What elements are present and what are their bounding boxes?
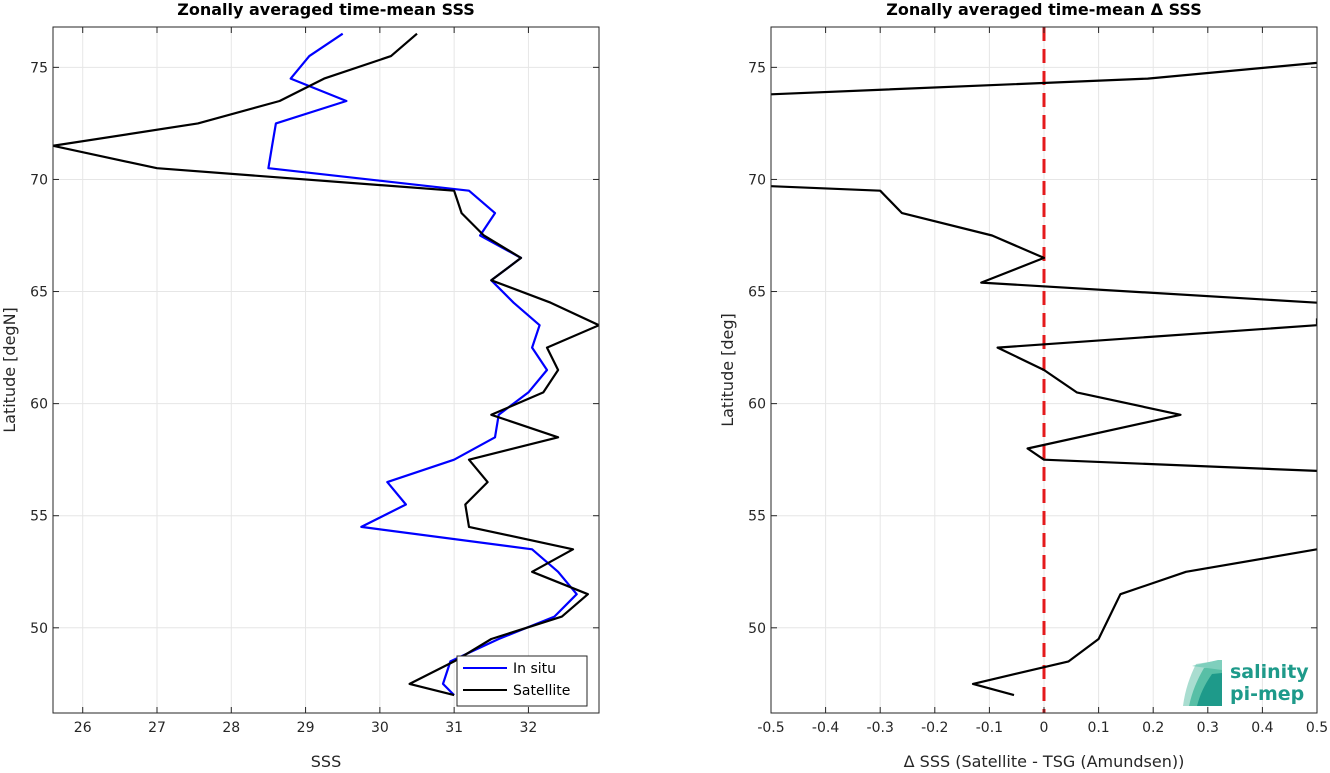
left-x-tick-label: 32 xyxy=(520,720,538,736)
left-chart-title: Zonally averaged time-mean SSS xyxy=(177,0,475,19)
left-y-axis-label: Latitude [degN] xyxy=(0,307,19,433)
salinity-pi-mep-logo: salinity pi-mep xyxy=(1183,660,1309,706)
right-ticks: -0.5 -0.4 -0.3 -0.2 -0.1 0 0.1 0.2 0.3 0.4 0.5 50 55… xyxy=(748,27,1328,736)
right-y-tick-label: 65 xyxy=(748,285,766,301)
right-y-tick-label: 50 xyxy=(748,621,766,637)
left-x-tick-label: 28 xyxy=(222,720,240,736)
left-grid xyxy=(53,27,599,713)
left-axes-frame xyxy=(52,26,600,714)
left-series xyxy=(53,32,599,697)
left-y-tick-label: 75 xyxy=(30,60,48,76)
left-y-tick-label: 55 xyxy=(30,509,48,525)
legend-label-satellite: Satellite xyxy=(513,683,570,699)
right-x-tick-label: 0.5 xyxy=(1306,720,1328,736)
right-y-tick-label: 55 xyxy=(748,509,766,525)
right-x-tick-label: 0.2 xyxy=(1142,720,1164,736)
logo-text-salinity: salinity xyxy=(1230,661,1309,683)
right-series-line-delta-sss xyxy=(771,61,1317,697)
left-y-tick-label: 70 xyxy=(30,172,48,188)
left-chart: Zonally averaged time-mean SSS 26 27 28 29 3… xyxy=(0,0,600,771)
right-chart: Zonally averaged time-mean Δ SSS -0.5 -0.… xyxy=(718,0,1328,771)
right-x-axis-label: Δ SSS (Satellite - TSG (Amundsen)) xyxy=(904,752,1185,769)
right-series xyxy=(771,27,1317,713)
legend-box xyxy=(456,655,588,707)
left-x-tick-label: 30 xyxy=(371,720,389,736)
left-y-tick-label: 50 xyxy=(30,621,48,637)
right-y-tick-label: 75 xyxy=(748,60,766,76)
legend: In situ Satellite xyxy=(456,655,588,707)
left-x-tick-label: 26 xyxy=(74,720,92,736)
right-y-tick-label: 60 xyxy=(748,397,766,413)
right-x-tick-label: 0 xyxy=(1040,720,1049,736)
right-x-tick-label: 0.4 xyxy=(1251,720,1273,736)
legend-label-in-situ: In situ xyxy=(513,661,556,677)
right-y-axis-label: Latitude [deg] xyxy=(718,313,737,427)
right-x-tick-label: -0.5 xyxy=(757,720,784,736)
right-x-tick-label: 0.3 xyxy=(1197,720,1219,736)
left-x-tick-label: 27 xyxy=(148,720,166,736)
right-y-tick-label: 70 xyxy=(748,172,766,188)
right-x-tick-label: -0.2 xyxy=(921,720,948,736)
left-series-line-satellite xyxy=(53,32,599,697)
left-ticks: 26 27 28 29 30 31 32 50 55 60 65 70 75 xyxy=(30,27,599,736)
left-y-tick-label: 65 xyxy=(30,285,48,301)
left-y-tick-label: 60 xyxy=(30,397,48,413)
right-x-tick-label: -0.3 xyxy=(867,720,894,736)
right-x-tick-label: -0.4 xyxy=(812,720,839,736)
left-x-tick-label: 31 xyxy=(445,720,463,736)
left-series-line-in-situ xyxy=(267,32,578,696)
right-chart-title: Zonally averaged time-mean Δ SSS xyxy=(886,0,1202,19)
left-x-tick-label: 29 xyxy=(297,720,315,736)
left-x-axis-label: SSS xyxy=(311,752,341,769)
logo-text-pi-mep: pi-mep xyxy=(1230,683,1304,705)
logo-wave-icon xyxy=(1183,660,1222,706)
right-x-tick-label: -0.1 xyxy=(976,720,1003,736)
right-x-tick-label: 0.1 xyxy=(1087,720,1109,736)
